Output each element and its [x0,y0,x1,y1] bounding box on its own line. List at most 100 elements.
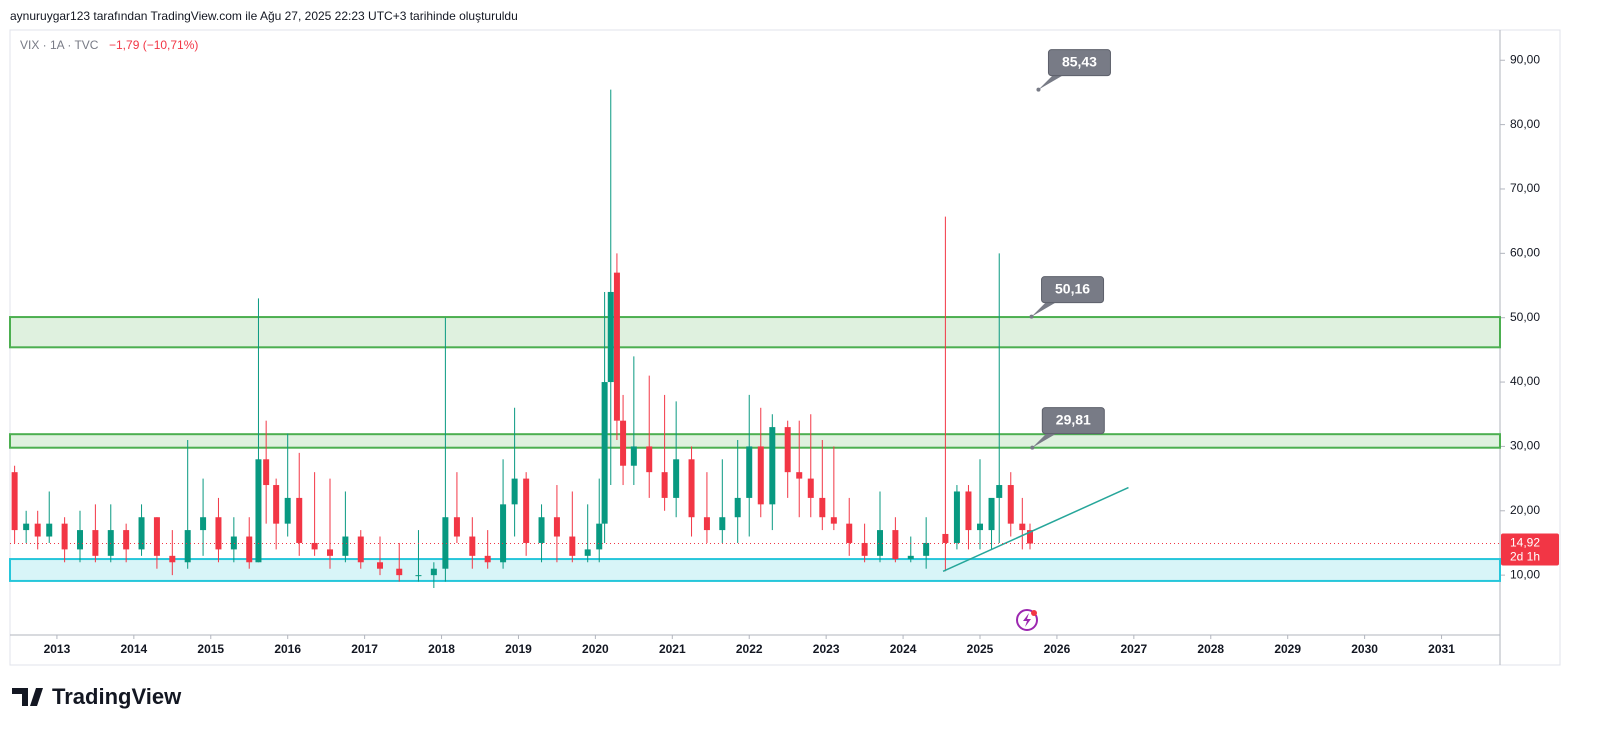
candle-body [169,555,176,563]
x-tick-label: 2027 [1120,642,1147,656]
candle-body [907,555,914,560]
candle-body [607,291,614,383]
logo [12,688,43,706]
last-price-tag [1501,533,1559,566]
annotation-pointer [1032,433,1057,448]
x-tick-label: 2014 [120,642,147,656]
y-tick-label: 90,00 [1510,52,1540,66]
candle-body [500,504,507,563]
trendline [942,486,1129,572]
x-tick-label: 2015 [197,642,224,656]
candle-body [892,530,899,560]
candle-body [923,542,930,556]
candle-body [327,549,333,556]
y-tick-label: 60,00 [1510,246,1540,260]
y-tick-label: 50,00 [1510,310,1540,324]
x-tick-label: 2019 [505,642,532,656]
x-tick-label: 2028 [1197,642,1224,656]
candle-body [311,542,318,550]
countdown: 2d 1h [1510,550,1540,564]
candle-body [719,517,726,531]
candle-body [601,382,608,524]
x-tick-label: 2026 [1044,642,1071,656]
candle-body [734,497,741,518]
candle-body [553,517,560,537]
symbol: VIX · 1A · TVC [20,38,99,52]
x-tick-label: 2021 [659,642,686,656]
candle-body [342,536,349,556]
candle-body [1007,485,1014,524]
candle-body [819,497,826,518]
candle-body [584,549,591,556]
candle-body [46,523,53,537]
candle-body [769,427,776,505]
candle-body [796,472,803,479]
candle-body [965,491,972,531]
candle-body [861,542,868,556]
candle-body [469,536,476,556]
x-tick-label: 2018 [428,642,455,656]
candle-body [784,427,791,473]
candle-body [215,517,222,550]
candle-body [255,459,262,563]
candle-body [138,517,145,550]
plot: 10,00 20,00 30,00 40,00 50,00 60,00 70,00 80,00… [9,49,1540,656]
candle-body [688,459,695,518]
x-tick-label: 2016 [274,642,301,656]
y-tick-label: 70,00 [1510,181,1540,195]
candle-body [107,530,114,556]
candle-body [396,568,403,576]
candle-body [357,536,364,563]
annotation-label: 85,43 [1062,53,1097,69]
change: −1,79 (−10,71%) [109,38,198,52]
candle-body [77,530,83,550]
candle-body [415,575,422,577]
candle-body [953,491,960,543]
candle-body [846,523,853,543]
zone [9,558,1501,582]
candle-body [596,523,603,550]
candle-body [34,523,41,537]
last-price-label: 14,92 [1510,536,1540,550]
x-tick-label: 2013 [44,642,71,656]
candle-body [757,446,764,505]
candle-body [284,497,291,524]
candle-body [877,530,883,556]
brand: TradingView [52,684,182,709]
y-tick-label: 30,00 [1510,439,1540,453]
candle-body [830,517,837,524]
lightning-icon [1016,609,1038,631]
x-tick-label: 2020 [582,642,609,656]
candle-body [538,517,545,543]
candle-body [942,533,949,543]
candle-body [977,523,983,531]
candle-body [523,478,530,543]
x-tick-label: 2031 [1428,642,1455,656]
zone [9,316,1501,349]
candle-body [296,497,303,543]
candle-body [430,568,437,576]
x-tick-label: 2017 [351,642,378,656]
candle-body [377,562,383,569]
candle-body [630,446,637,466]
header: aynuruygar123 tarafından TradingView.com… [10,9,518,23]
annotation-pointer [1031,302,1056,317]
candle-body [92,530,99,556]
x-tick-label: 2029 [1274,642,1301,656]
candle-body [511,478,518,505]
candle-body [613,272,620,421]
candle-body [184,530,191,563]
annotation-box [1047,49,1111,77]
annotation-label: 50,16 [1055,280,1090,296]
zone [9,433,1501,449]
x-tick-label: 2025 [967,642,994,656]
candle-body [200,517,207,531]
candle-body [123,530,130,550]
candle-body [273,485,280,524]
candle-body [1019,523,1026,531]
x-tick-label: 2030 [1351,642,1378,656]
candle-body [23,523,30,531]
annotation-label: 29,81 [1056,411,1091,427]
candle-body [569,536,576,556]
